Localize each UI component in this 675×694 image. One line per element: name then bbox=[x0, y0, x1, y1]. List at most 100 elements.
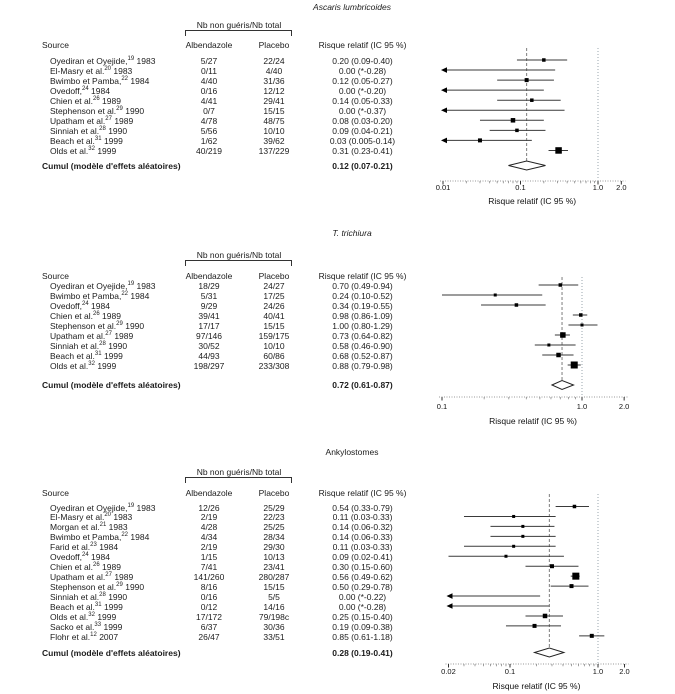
placebo-count: 10/13 bbox=[263, 552, 285, 563]
study-ref-number: 31 bbox=[94, 602, 102, 609]
albendazole-count: 4/41 bbox=[200, 96, 218, 107]
study-source: Stephenson et al.29 1990 bbox=[50, 582, 145, 593]
x-axis-tick-label: 0.1 bbox=[437, 402, 447, 411]
placebo-count: 31/36 bbox=[263, 76, 285, 87]
placebo-count: 17/25 bbox=[263, 291, 285, 301]
albendazole-count: 141/260 bbox=[193, 572, 225, 583]
rr-ci-value: 0.58 (0.46-0.90) bbox=[332, 341, 393, 351]
study-ref-number: 20 bbox=[104, 66, 112, 73]
rr-ci-value: 0.70 (0.49-0.94) bbox=[332, 281, 393, 291]
panel-title: T. trichiura bbox=[332, 228, 372, 238]
study-source: Chien et al.26 1989 bbox=[50, 96, 121, 107]
point-estimate-square bbox=[580, 323, 584, 327]
point-estimate-square bbox=[542, 58, 546, 62]
albendazole-count: 5/27 bbox=[200, 56, 218, 66]
study-ref-number: 28 bbox=[99, 126, 106, 133]
study-ref-number: 23 bbox=[90, 542, 97, 549]
study-row: Beach et al.31 1999 0/12 14/16 0.00 (*-0.28… bbox=[0, 602, 675, 612]
placebo-count: 25/25 bbox=[263, 522, 285, 533]
albendazole-count: 97/146 bbox=[196, 331, 222, 341]
cumul-value: 0.72 (0.61-0.87) bbox=[332, 380, 393, 390]
column-header-source: Source bbox=[42, 271, 69, 281]
albendazole-count: 0/7 bbox=[203, 106, 215, 117]
point-estimate-square bbox=[579, 313, 583, 317]
study-ref-number: 32 bbox=[88, 146, 95, 153]
study-row: Bwimbo et Pamba,22 1984 4/40 31/36 0.12 (0.… bbox=[0, 76, 675, 86]
cumul-value: 0.28 (0.19-0.41) bbox=[332, 648, 393, 658]
study-ref-number: 28 bbox=[99, 341, 106, 348]
group-header: Nb non guéris/Nb total bbox=[196, 20, 282, 30]
column-header-source: Source bbox=[42, 488, 69, 498]
study-ref-number: 19 bbox=[127, 56, 135, 63]
point-estimate-square bbox=[572, 572, 580, 580]
column-header-rr: Risque relatif (IC 95 %) bbox=[318, 488, 407, 498]
rr-ci-value: 0.11 (0.03-0.33) bbox=[332, 512, 393, 523]
rr-ci-value: 0.68 (0.52-0.87) bbox=[332, 351, 393, 361]
x-axis-label: Risque relatif (IC 95 %) bbox=[493, 681, 581, 691]
study-ref-number: 33 bbox=[94, 622, 102, 629]
rr-ci-value: 0.14 (0.06-0.33) bbox=[332, 532, 393, 543]
placebo-count: 23/41 bbox=[263, 562, 285, 573]
column-header-placebo: Placebo bbox=[258, 488, 290, 498]
forest-plot-1: 0.01 0.1 1.0 2.0 Risque relatif (IC 95 %) bbox=[436, 48, 627, 206]
study-ref-number: 19 bbox=[127, 502, 135, 509]
study-row: El-Masry et al.20 1983 2/19 22/23 0.11 (0.0… bbox=[0, 512, 675, 522]
study-source: Bwimbo et Pamba,22 1984 bbox=[50, 291, 150, 301]
forest-plot-3: 0.02 0.1 1.0 2.0 Risque relatif (IC 95 %) bbox=[441, 494, 630, 691]
x-axis-label: Risque relatif (IC 95 %) bbox=[488, 196, 576, 206]
point-estimate-square bbox=[569, 584, 574, 589]
study-source: Ovedoff,24 1984 bbox=[50, 552, 110, 563]
study-source: Sinniah et al.28 1990 bbox=[50, 592, 128, 603]
study-ref-number: 21 bbox=[99, 522, 107, 529]
study-ref-number: 27 bbox=[105, 572, 112, 579]
rr-ci-value: 0.19 (0.09-0.38) bbox=[332, 621, 393, 632]
study-source: Olds et al.32 1999 bbox=[50, 146, 117, 157]
study-source: Chien et al.26 1989 bbox=[50, 311, 121, 321]
study-row: Bwimbo et Pamba,22 1984 5/31 17/25 0.24 (0.… bbox=[0, 291, 675, 301]
rr-ci-value: 0.03 (0.005-0.14) bbox=[329, 136, 396, 147]
study-ref-number: 32 bbox=[88, 612, 95, 619]
albendazole-count: 4/28 bbox=[200, 522, 218, 533]
panel-title: Ankylostomes bbox=[325, 447, 379, 457]
rr-ci-value: 0.00 (*-0.20) bbox=[338, 86, 387, 97]
study-source: Oyediran et Oyejide,19 1983 bbox=[50, 281, 156, 291]
placebo-count: 39/62 bbox=[263, 136, 285, 147]
study-row: Bwimbo et Pamba,22 1984 4/34 28/34 0.14 (0.… bbox=[0, 532, 675, 542]
study-row: El-Masry et al.20 1983 0/11 4/40 0.00 (*-0.… bbox=[0, 66, 675, 76]
x-axis-tick-label: 1.0 bbox=[593, 667, 603, 676]
placebo-count: 40/41 bbox=[263, 311, 285, 321]
albendazole-count: 5/31 bbox=[200, 291, 218, 301]
point-estimate-square bbox=[542, 613, 548, 619]
albendazole-count: 2/19 bbox=[200, 512, 218, 523]
point-estimate-square bbox=[556, 352, 561, 358]
group-header: Nb non guéris/Nb total bbox=[196, 467, 282, 477]
forest-plot-2: 0.1 1.0 2.0 Risque relatif (IC 95 %) bbox=[437, 277, 629, 426]
study-ref-number: 22 bbox=[121, 532, 129, 539]
study-ref-number: 19 bbox=[127, 281, 135, 288]
rr-ci-value: 0.25 (0.15-0.40) bbox=[332, 611, 393, 622]
study-source: Bwimbo et Pamba,22 1984 bbox=[50, 532, 150, 543]
group-header: Nb non guéris/Nb total bbox=[196, 250, 282, 260]
rr-ci-value: 0.14 (0.06-0.32) bbox=[332, 522, 393, 533]
albendazole-count: 0/16 bbox=[200, 86, 218, 97]
ci-arrow-left bbox=[446, 603, 453, 609]
study-row: Olds et al.32 1999 198/297 233/308 0.88 (0.… bbox=[0, 361, 675, 371]
point-estimate-square bbox=[532, 623, 537, 628]
rr-ci-value: 0.20 (0.09-0.40) bbox=[332, 56, 393, 66]
placebo-count: 25/29 bbox=[263, 502, 285, 513]
placebo-count: 24/26 bbox=[263, 301, 285, 311]
study-row: Ovedoff,24 1984 0/16 12/12 0.00 (*-0.20) bbox=[0, 86, 675, 96]
albendazole-count: 39/41 bbox=[198, 311, 220, 321]
placebo-count: 280/287 bbox=[258, 572, 290, 583]
study-row: Ovedoff,24 1984 1/15 10/13 0.09 (0.02-0.41) bbox=[0, 552, 675, 562]
rr-ci-value: 0.73 (0.64-0.82) bbox=[332, 331, 393, 341]
x-axis-tick-label: 0.01 bbox=[436, 183, 451, 192]
rr-ci-value: 0.00 (*-0.28) bbox=[338, 602, 387, 612]
column-header-rr: Risque relatif (IC 95 %) bbox=[318, 40, 407, 50]
point-estimate-square bbox=[589, 633, 594, 638]
study-ref-number: 22 bbox=[121, 291, 129, 298]
point-estimate-square bbox=[560, 332, 566, 338]
ci-arrow-left bbox=[441, 137, 447, 144]
point-estimate-square bbox=[570, 361, 578, 369]
